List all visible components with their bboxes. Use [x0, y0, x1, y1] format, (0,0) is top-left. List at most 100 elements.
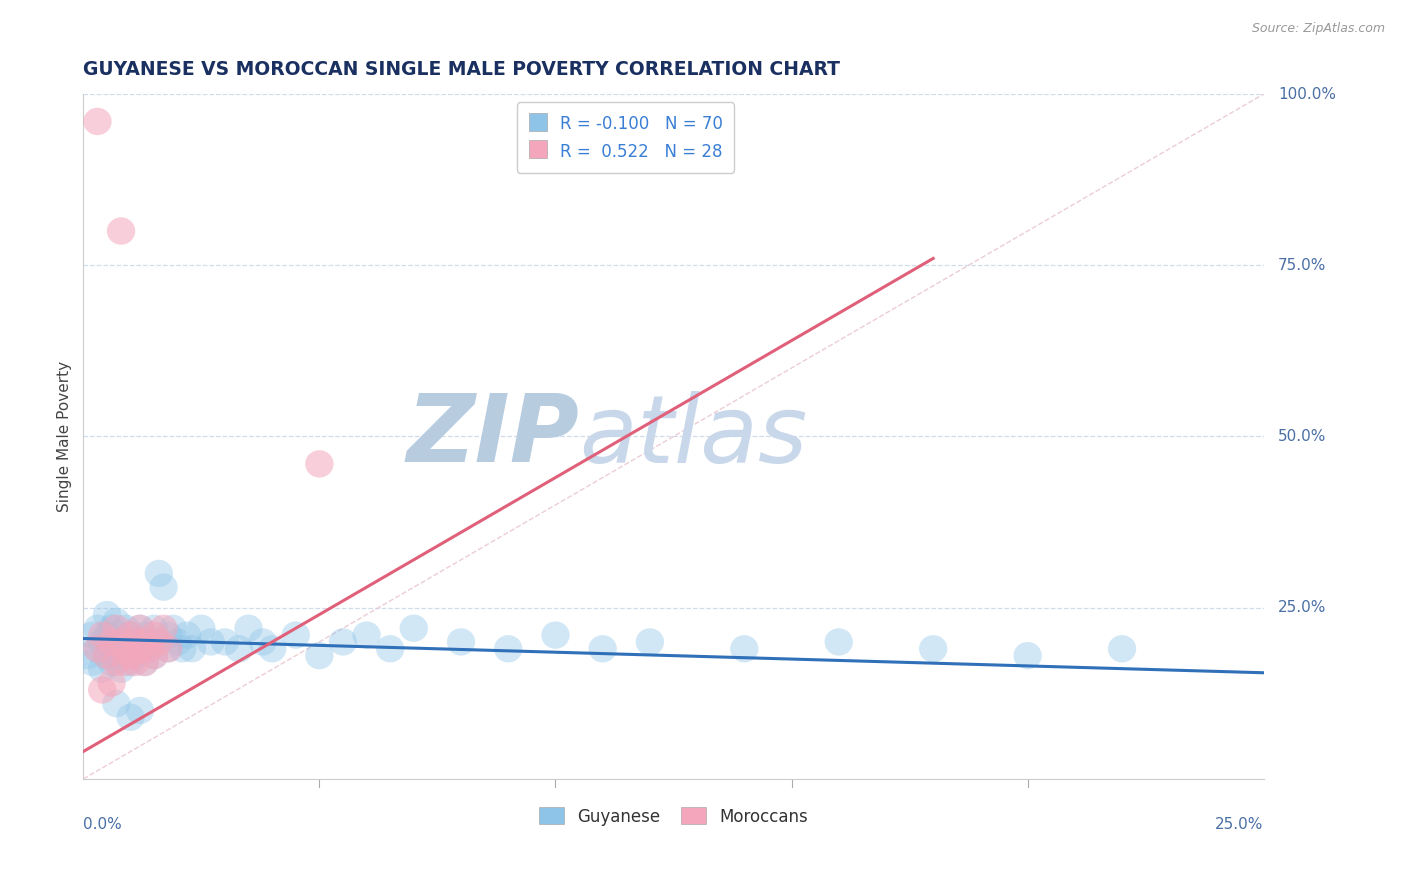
Ellipse shape — [103, 690, 131, 717]
Ellipse shape — [103, 607, 131, 635]
Ellipse shape — [117, 622, 145, 648]
Ellipse shape — [197, 628, 225, 656]
Ellipse shape — [131, 622, 159, 648]
Ellipse shape — [83, 615, 111, 642]
Ellipse shape — [107, 628, 135, 656]
Ellipse shape — [305, 450, 333, 477]
Ellipse shape — [159, 615, 187, 642]
Ellipse shape — [97, 648, 125, 676]
Ellipse shape — [131, 648, 159, 676]
Ellipse shape — [541, 622, 569, 648]
Ellipse shape — [103, 615, 131, 642]
Ellipse shape — [173, 622, 201, 648]
Ellipse shape — [329, 628, 357, 656]
Ellipse shape — [107, 218, 135, 244]
Ellipse shape — [141, 642, 169, 669]
Ellipse shape — [121, 628, 149, 656]
Ellipse shape — [125, 697, 155, 724]
Ellipse shape — [353, 622, 381, 648]
Ellipse shape — [824, 628, 853, 656]
Legend: Guyanese, Moroccans: Guyanese, Moroccans — [533, 801, 814, 832]
Ellipse shape — [920, 635, 948, 663]
Ellipse shape — [141, 615, 169, 642]
Ellipse shape — [93, 642, 121, 669]
Ellipse shape — [636, 628, 664, 656]
Text: 75.0%: 75.0% — [1278, 258, 1326, 273]
Ellipse shape — [225, 635, 253, 663]
Ellipse shape — [125, 635, 155, 663]
Ellipse shape — [93, 622, 121, 648]
Text: 25.0%: 25.0% — [1278, 600, 1326, 615]
Ellipse shape — [145, 560, 173, 587]
Ellipse shape — [125, 615, 155, 642]
Ellipse shape — [730, 635, 758, 663]
Ellipse shape — [131, 628, 159, 656]
Ellipse shape — [125, 635, 155, 663]
Ellipse shape — [93, 601, 121, 628]
Ellipse shape — [135, 628, 163, 656]
Ellipse shape — [89, 628, 117, 656]
Ellipse shape — [211, 628, 239, 656]
Ellipse shape — [447, 628, 475, 656]
Ellipse shape — [89, 656, 117, 683]
Ellipse shape — [145, 628, 173, 656]
Ellipse shape — [1014, 642, 1042, 669]
Ellipse shape — [281, 622, 309, 648]
Ellipse shape — [149, 615, 177, 642]
Ellipse shape — [249, 628, 277, 656]
Ellipse shape — [97, 635, 125, 663]
Ellipse shape — [93, 642, 121, 669]
Ellipse shape — [494, 635, 523, 663]
Ellipse shape — [97, 669, 125, 697]
Ellipse shape — [125, 615, 155, 642]
Ellipse shape — [155, 635, 183, 663]
Ellipse shape — [83, 108, 111, 135]
Ellipse shape — [117, 704, 145, 731]
Ellipse shape — [121, 628, 149, 656]
Ellipse shape — [89, 676, 117, 704]
Ellipse shape — [117, 622, 145, 648]
Ellipse shape — [111, 635, 141, 663]
Ellipse shape — [375, 635, 405, 663]
Ellipse shape — [163, 628, 191, 656]
Ellipse shape — [169, 635, 197, 663]
Ellipse shape — [117, 648, 145, 676]
Ellipse shape — [155, 635, 183, 663]
Ellipse shape — [121, 648, 149, 676]
Text: 25.0%: 25.0% — [1215, 816, 1264, 831]
Ellipse shape — [75, 642, 103, 669]
Ellipse shape — [97, 628, 125, 656]
Text: ZIP: ZIP — [406, 391, 579, 483]
Ellipse shape — [305, 642, 333, 669]
Ellipse shape — [103, 628, 131, 656]
Text: GUYANESE VS MOROCCAN SINGLE MALE POVERTY CORRELATION CHART: GUYANESE VS MOROCCAN SINGLE MALE POVERTY… — [83, 60, 841, 78]
Ellipse shape — [141, 622, 169, 648]
Text: 50.0%: 50.0% — [1278, 429, 1326, 444]
Ellipse shape — [399, 615, 427, 642]
Ellipse shape — [155, 622, 183, 648]
Ellipse shape — [107, 622, 135, 648]
Ellipse shape — [141, 642, 169, 669]
Ellipse shape — [107, 635, 135, 663]
Ellipse shape — [135, 635, 163, 663]
Ellipse shape — [589, 635, 617, 663]
Ellipse shape — [131, 648, 159, 676]
Ellipse shape — [177, 635, 207, 663]
Ellipse shape — [89, 622, 117, 648]
Ellipse shape — [111, 628, 141, 656]
Ellipse shape — [103, 648, 131, 676]
Ellipse shape — [187, 615, 215, 642]
Text: 0.0%: 0.0% — [83, 816, 122, 831]
Y-axis label: Single Male Poverty: Single Male Poverty — [58, 361, 72, 512]
Ellipse shape — [1108, 635, 1136, 663]
Ellipse shape — [79, 648, 107, 676]
Text: 100.0%: 100.0% — [1278, 87, 1336, 102]
Ellipse shape — [111, 615, 141, 642]
Ellipse shape — [117, 642, 145, 669]
Ellipse shape — [135, 635, 163, 663]
Ellipse shape — [235, 615, 263, 642]
Ellipse shape — [121, 642, 149, 669]
Ellipse shape — [149, 574, 177, 601]
Ellipse shape — [97, 615, 125, 642]
Ellipse shape — [103, 642, 131, 669]
